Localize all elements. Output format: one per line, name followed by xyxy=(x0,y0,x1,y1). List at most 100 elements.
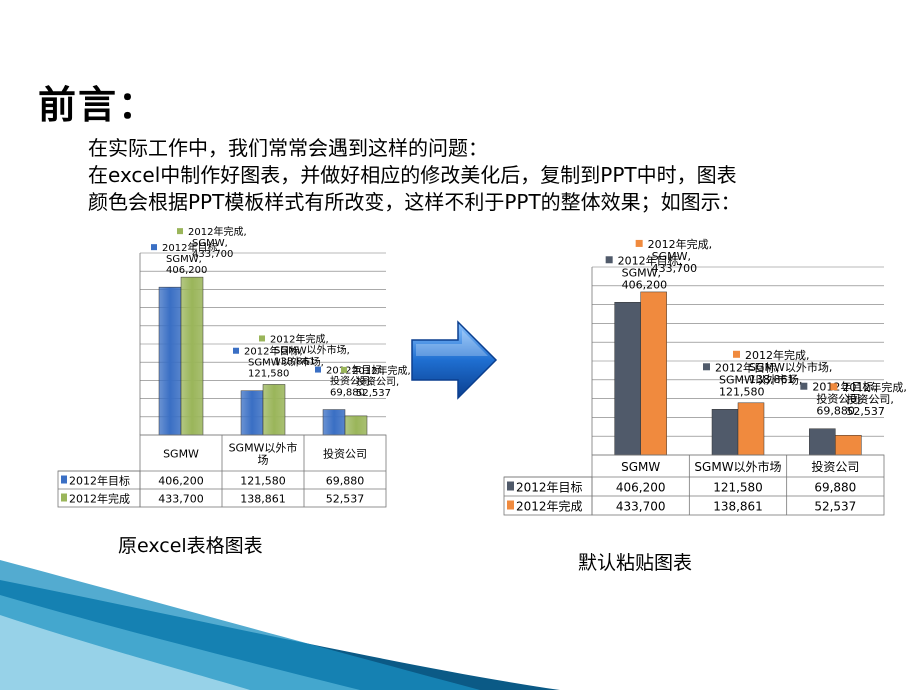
data-label-series-0-1: 2012年目标, xyxy=(715,360,780,374)
legend-key-1 xyxy=(61,493,67,502)
data-label-category-1-1: SGMW以外市场, xyxy=(274,343,350,356)
right-chart-caption: 默认粘贴图表 xyxy=(578,552,693,574)
bar-target-2 xyxy=(809,428,836,456)
category-label-2: 投资公司 xyxy=(811,459,859,474)
data-label-key-0-2 xyxy=(800,382,808,390)
data-label-key-1-2 xyxy=(341,366,347,373)
data-label-category-0-0: SGMW, xyxy=(166,254,202,265)
data-label-category-0-2: 投资公司, xyxy=(330,375,373,388)
category-label-2: 投资公司 xyxy=(323,447,367,461)
bar-actual-2 xyxy=(835,434,862,456)
category-label-0: SGMW xyxy=(621,460,660,474)
data-label-series-1-1: 2012年完成, xyxy=(745,348,810,362)
table-value-1-2: 52,537 xyxy=(326,493,365,506)
default-paste-chart-svg: 2012年目标,SGMW,406,2002012年目标,SGMW以外市场,121… xyxy=(503,237,907,516)
data-label-value-0-1: 121,580 xyxy=(719,385,765,398)
data-label-key-0-0 xyxy=(151,244,157,251)
table-value-0-1: 121,580 xyxy=(240,475,286,488)
bar-target-0 xyxy=(158,286,182,436)
data-label-key-1-1 xyxy=(259,335,265,342)
data-label-key-0-1 xyxy=(703,363,710,371)
intro-text: 在实际工作中，我们常常会遇到这样的问题： 在excel中制作好图表，并做好相应的… xyxy=(88,135,741,216)
data-label-key-1-2 xyxy=(830,383,838,391)
category-label-1: SGMW以外市场 xyxy=(229,441,298,467)
table-value-1-0: 433,700 xyxy=(616,500,666,514)
data-label-series-0-2: 2012年目标, xyxy=(812,380,877,394)
data-label-key-0-2 xyxy=(315,366,321,373)
data-label-value-0-1: 121,580 xyxy=(248,369,289,380)
legend-key-0 xyxy=(61,475,67,484)
data-label-value-1-0: 433,700 xyxy=(192,249,233,260)
category-label-0: SGMW xyxy=(163,448,199,461)
data-table-border xyxy=(591,454,885,516)
table-value-0-0: 406,200 xyxy=(158,475,204,488)
bar-target-1 xyxy=(711,409,739,456)
bar-target-2 xyxy=(322,409,346,436)
data-label-value-0-2: 69,880 xyxy=(330,388,365,399)
data-label-value-1-1: 138,861 xyxy=(749,373,795,386)
decorative-wave xyxy=(0,560,560,690)
right-arrow-icon-svg xyxy=(411,320,498,400)
intro-line-1: 在实际工作中，我们常常会遇到这样的问题： xyxy=(88,136,488,160)
table-value-0-2: 69,880 xyxy=(326,475,365,488)
data-label-category-1-2: 投资公司, xyxy=(356,375,399,388)
data-label-category-1-0: SGMW, xyxy=(652,250,691,263)
original-excel-chart: 2012年目标, SGMW, 406,200 2012年目标, SGMW以外市场, 121… xyxy=(57,225,411,513)
data-label-series-1-0: 2012年完成, xyxy=(188,225,247,238)
category-label-1: SGMW以外市场 xyxy=(694,459,781,474)
right-arrow-icon xyxy=(411,320,498,400)
data-label-category-0-0: SGMW, xyxy=(622,266,661,279)
data-label-series-1-1: 2012年完成, xyxy=(270,332,329,345)
table-value-0-1: 121,580 xyxy=(713,481,763,495)
data-label-series-1-2: 2012年完成, xyxy=(352,364,411,377)
table-value-1-2: 52,537 xyxy=(814,500,856,514)
table-value-0-2: 69,880 xyxy=(814,481,856,495)
intro-line-2: 在excel中制作好图表，并做好相应的修改美化后，复制到PPT中时，图表 xyxy=(88,163,737,187)
data-label-series-0-2: 2012年目标, xyxy=(326,364,385,377)
data-label-value-1-2: 52,537 xyxy=(356,388,391,399)
legend-key-1 xyxy=(507,500,514,510)
data-label-key-1-1 xyxy=(733,350,740,358)
data-label-series-0-0: 2012年目标, xyxy=(618,253,682,267)
table-value-1-1: 138,861 xyxy=(713,500,763,514)
data-label-key-1-0 xyxy=(635,239,643,247)
data-label-value-0-2: 69,880 xyxy=(816,405,855,418)
bar-target-1 xyxy=(240,390,264,436)
legend-series-name-0: 2012年目标 xyxy=(516,481,583,495)
data-label-category-0-1: SGMW以外市场, xyxy=(248,356,324,369)
intro-line-3: 颜色会根据PPT模板样式有所改变，这样不利于PPT的整体效果；如图示： xyxy=(88,190,741,214)
bar-target-0 xyxy=(614,302,641,456)
data-label-category-1-1: SGMW以外市场, xyxy=(749,360,832,374)
data-label-key-1-0 xyxy=(177,228,183,235)
default-paste-chart: 2012年目标, SGMW, 406,200 2012年目标, SGMW以外市场, 121… xyxy=(503,237,907,519)
data-label-key-0-0 xyxy=(605,256,613,264)
left-chart-caption: 原excel表格图表 xyxy=(118,535,263,557)
data-label-category-0-1: SGMW以外市场, xyxy=(719,372,802,386)
original-excel-chart-svg: 2012年目标,SGMW,406,2002012年目标,SGMW以外市场,121… xyxy=(57,225,411,508)
data-label-category-1-0: SGMW, xyxy=(192,238,228,249)
data-label-value-0-0: 406,200 xyxy=(622,278,667,291)
data-label-series-0-0: 2012年目标, xyxy=(162,241,221,254)
data-label-series-1-2: 2012年完成, xyxy=(842,380,907,394)
data-label-category-0-2: 投资公司, xyxy=(816,392,864,406)
legend-series-name-1: 2012年完成 xyxy=(516,499,583,514)
data-label-value-1-0: 433,700 xyxy=(652,262,698,275)
legend-series-name-1: 2012年完成 xyxy=(69,492,130,506)
data-label-category-1-2: 投资公司, xyxy=(846,392,894,406)
legend-key-0 xyxy=(507,481,514,491)
table-value-0-0: 406,200 xyxy=(616,481,666,495)
data-label-series-0-1: 2012年目标, xyxy=(244,345,303,358)
bar-actual-0 xyxy=(180,276,204,436)
table-value-1-0: 433,700 xyxy=(158,493,204,506)
data-label-value-1-2: 52,537 xyxy=(846,405,885,418)
legend-series-name-0: 2012年目标 xyxy=(69,474,130,488)
bar-actual-1 xyxy=(737,402,765,456)
bar-actual-2 xyxy=(344,415,368,436)
data-label-key-0-1 xyxy=(233,347,239,354)
bar-actual-1 xyxy=(262,384,286,436)
data-label-series-1-0: 2012年完成, xyxy=(648,237,713,251)
data-label-value-0-0: 406,200 xyxy=(166,265,207,276)
table-value-1-1: 138,861 xyxy=(240,493,286,506)
data-label-value-1-1: 138,861 xyxy=(274,356,315,367)
bar-actual-0 xyxy=(640,291,667,456)
